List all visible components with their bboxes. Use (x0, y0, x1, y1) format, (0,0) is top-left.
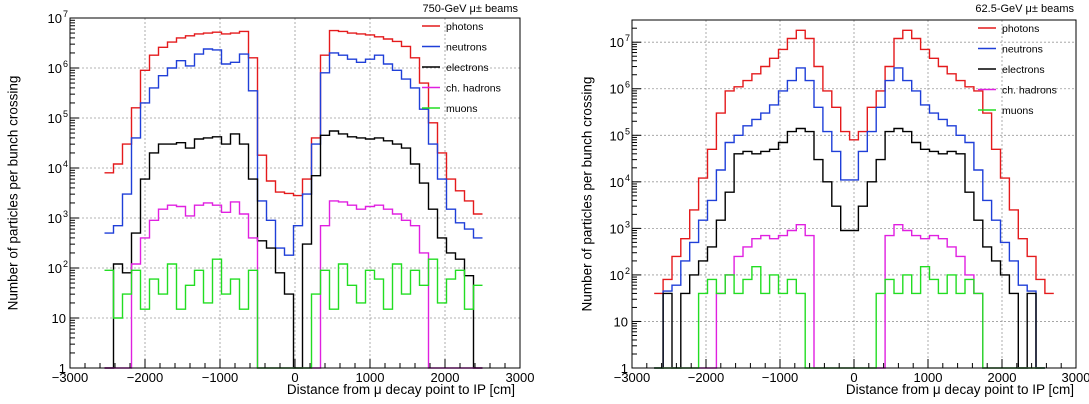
x-axis-title: Distance from μ decay point to IP [cm] (846, 382, 1074, 397)
x-tick-label: 1000 (914, 370, 943, 385)
x-tick-label: −1000 (202, 370, 239, 385)
x-tick-label: 2000 (431, 370, 460, 385)
x-tick-label: −3000 (614, 370, 651, 385)
y-tick-label: 10 (610, 35, 624, 50)
series-line-photons (104, 29, 483, 215)
series-line-photons (654, 29, 1054, 295)
beam-label: 750-GeV μ± beams (422, 3, 518, 15)
y-tick-label: 1 (621, 361, 628, 376)
y-tick-exponent: 4 (625, 173, 630, 183)
y-tick-label: 1 (59, 361, 66, 376)
beam-label: 62.5-GeV μ± beams (975, 3, 1074, 15)
y-tick-exponent: 3 (625, 219, 630, 229)
y-tick-label: 10 (610, 268, 624, 283)
y-tick-label: 10 (48, 11, 62, 26)
x-tick-label: −2000 (127, 370, 164, 385)
y-tick-exponent: 2 (625, 266, 630, 276)
legend: photons neutrons electrons ch. hadrons muons (978, 23, 1057, 117)
x-tick-label: −1000 (762, 370, 799, 385)
y-tick-exponent: 7 (625, 33, 630, 43)
y-tick-label: 10 (610, 175, 624, 190)
y-tick-label: 10 (610, 128, 624, 143)
y-tick-label: 10 (48, 161, 62, 176)
legend-label: electrons (1002, 64, 1045, 76)
series-line-ch-hadrons (654, 224, 1045, 369)
y-tick-label: 10 (48, 261, 62, 276)
y-tick-label: 10 (610, 82, 624, 97)
series-line-electrons (654, 127, 1045, 369)
x-axis: −3000 −2000 −1000 0 1000 2000 3000 (52, 359, 535, 385)
x-tick-label: 3000 (1062, 370, 1089, 385)
legend-label: photons (446, 21, 483, 33)
y-axis-title: Number of particles per bunch crossing (580, 77, 595, 312)
legend-label: photons (1002, 23, 1039, 35)
x-tick-label: 2000 (988, 370, 1017, 385)
x-tick-label: 0 (850, 370, 857, 385)
y-tick-exponent: 4 (63, 159, 68, 169)
series-line-neutrons (654, 67, 1045, 369)
y-tick-label: 10 (610, 221, 624, 236)
y-tick-exponent: 7 (63, 9, 68, 19)
x-tick-label: −3000 (52, 370, 89, 385)
legend-label: muons (1002, 105, 1034, 117)
legend-label: ch. hadrons (1002, 85, 1057, 97)
y-tick-exponent: 6 (625, 80, 630, 90)
y-tick-exponent: 3 (63, 209, 68, 219)
y-tick-label: 10 (48, 211, 62, 226)
series-group (104, 29, 483, 369)
y-tick-label: 10 (48, 111, 62, 126)
legend-label: neutrons (446, 42, 487, 54)
y-tick-label: 10 (614, 314, 628, 329)
legend: photons neutrons electrons ch. hadrons muons (422, 21, 501, 115)
x-axis-title: Distance from μ decay point to IP [cm] (287, 382, 515, 397)
y-tick-exponent: 6 (63, 59, 68, 69)
legend-label: neutrons (1002, 44, 1043, 56)
y-tick-exponent: 2 (63, 259, 68, 269)
y-axis-title: Number of particles per bunch crossing (6, 76, 21, 311)
legend-label: ch. hadrons (446, 83, 501, 95)
x-tick-label: 1000 (356, 370, 385, 385)
x-tick-label: 0 (291, 370, 298, 385)
series-line-muons (654, 266, 1045, 369)
legend-label: muons (446, 103, 478, 115)
y-tick-label: 10 (52, 311, 66, 326)
x-axis: −3000 −2000 −1000 0 1000 2000 3000 (614, 359, 1089, 385)
x-tick-label: 3000 (506, 370, 535, 385)
gridlines (632, 20, 1076, 368)
y-tick-exponent: 5 (625, 126, 630, 136)
y-tick-exponent: 5 (63, 109, 68, 119)
y-tick-label: 10 (48, 61, 62, 76)
legend-label: electrons (446, 62, 489, 74)
x-tick-label: −2000 (688, 370, 725, 385)
series-line-neutrons (104, 48, 483, 256)
